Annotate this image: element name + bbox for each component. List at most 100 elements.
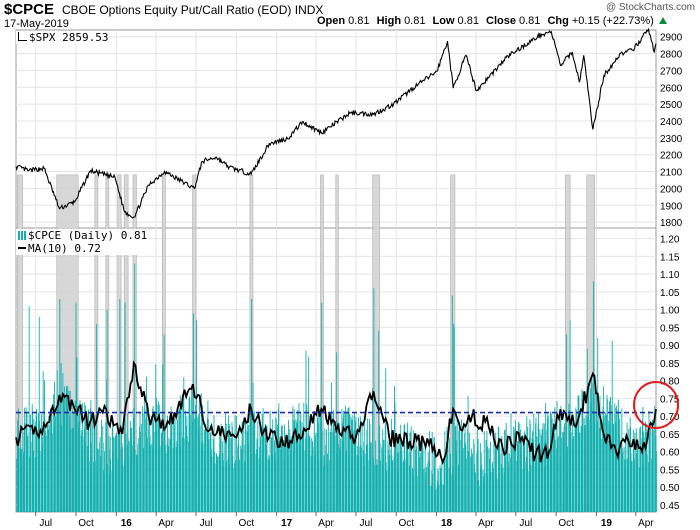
histogram-bar [90,399,92,512]
histogram-bar [321,302,323,512]
histogram-bar [309,436,311,512]
histogram-bar [600,438,602,512]
upper-y-tick-label: 2200 [660,151,683,162]
lower-y-tick-label: 1.00 [660,306,680,317]
histogram-bar [30,442,32,512]
histogram-bar [435,489,437,512]
histogram-bar [163,334,165,512]
histogram-bar [487,446,489,512]
upper-y-tick-label: 1900 [660,201,683,212]
histogram-bar [505,422,507,512]
histogram-bar [340,438,342,512]
histogram-bar [220,423,222,512]
histogram-bar [318,409,320,512]
histogram-bar [113,436,115,512]
x-tick-label: Jul [360,518,373,529]
histogram-bar [373,465,375,512]
histogram-bar [349,414,351,512]
x-tick-label: 19 [601,518,613,529]
x-tick-label: Apr [158,518,174,529]
upper-y-tick-label: 2400 [660,117,683,128]
histogram-bar [45,435,47,512]
histogram-bar [429,431,430,512]
histogram-bar [79,400,81,512]
histogram-bar [484,472,486,512]
histogram-bar [573,436,575,512]
histogram-bar [582,391,584,512]
histogram-bar [606,399,608,512]
histogram-bar [266,426,268,512]
histogram-bar [373,288,375,512]
cpce-legend-text: $CPCE (Daily) 0.81 [28,229,148,242]
x-tick-label: Apr [638,518,654,529]
histogram-bar [281,425,283,512]
histogram-bar [48,425,50,512]
histogram-bar [91,411,93,512]
histogram-bar [456,419,458,512]
histogram-bar [434,451,436,512]
histogram-bar [159,426,161,512]
histogram-bar [551,418,553,512]
histogram-bar [376,465,378,512]
histogram-bar [334,428,335,512]
histogram-bar [116,434,118,512]
histogram-bar [451,295,453,512]
lower-y-tick-label: 1.05 [660,288,680,299]
histogram-bar [493,430,495,512]
histogram-bar [131,445,133,512]
histogram-bar [416,475,418,512]
histogram-bar [61,425,63,512]
histogram-bar [656,451,657,512]
upper-y-tick-label: 2300 [660,134,683,145]
histogram-bar [422,469,424,512]
histogram-bar [297,410,299,512]
histogram-bar [38,316,40,512]
histogram-bar [28,306,30,512]
upper-y-tick-label: 2800 [660,50,683,61]
histogram-bar [477,439,479,512]
lower-y-tick-label: 1.15 [660,252,680,263]
histogram-bar [594,374,596,512]
histogram-bar [67,385,69,512]
histogram-bar [73,411,75,512]
description-text: CBOE Options Equity Put/Call Ratio (EOD) [62,3,292,17]
symbol-title: $CPCE [4,1,55,18]
lower-y-tick-label: 0.50 [660,483,680,494]
histogram-bar [128,440,130,512]
histogram-bars [16,263,657,512]
histogram-bar [64,386,66,512]
x-tick-label: Oct [558,518,574,529]
histogram-bar [542,423,544,512]
histogram-legend-icon [18,231,26,240]
histogram-bar [33,418,35,512]
histogram-bar [548,450,550,512]
histogram-bar [499,453,501,512]
histogram-bar [337,429,338,512]
histogram-bar [248,424,250,512]
histogram-bar [140,423,142,512]
histogram-bar [441,458,443,512]
histogram-bar [119,299,121,512]
histogram-bar [496,478,498,512]
histogram-bar [263,428,265,512]
histogram-bar [171,422,173,512]
histogram-bar [495,432,497,512]
chg-value: +0.15 (+22.73%) [571,15,654,27]
spx-price-line [15,27,657,219]
histogram-bar [42,371,44,512]
histogram-bar [308,356,310,512]
upper-y-tick-label: 2000 [660,184,683,195]
spx-line-icon [18,32,27,41]
histogram-bar [610,396,611,512]
chg-label: Chg [547,15,569,27]
histogram-bar [291,441,292,512]
histogram-bar [438,484,440,512]
histogram-bar [211,456,213,512]
histogram-bar [410,426,412,512]
histogram-bar [324,445,326,512]
histogram-bar [386,470,388,512]
histogram-bar [284,439,286,512]
histogram-bar [380,460,381,512]
x-tick-label: 17 [281,518,293,529]
